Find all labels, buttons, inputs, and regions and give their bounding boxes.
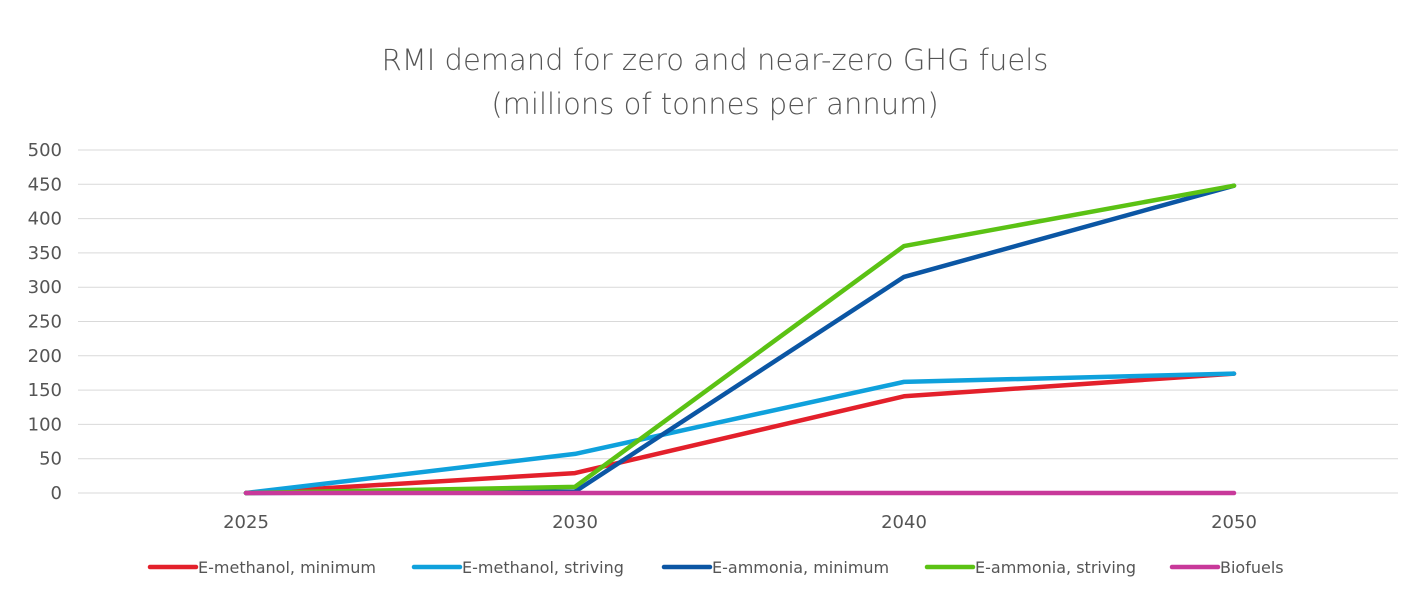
legend-label: E-methanol, striving xyxy=(462,558,624,577)
y-tick-label: 350 xyxy=(28,243,62,264)
y-tick-label: 150 xyxy=(28,380,62,401)
gridlines xyxy=(78,149,1398,494)
x-tick-label: 2030 xyxy=(552,512,598,533)
series-line-e-ammonia-minimum xyxy=(243,183,1237,496)
y-tick-label: 250 xyxy=(28,312,62,333)
y-tick-label: 500 xyxy=(28,140,62,161)
legend-label: E-methanol, minimum xyxy=(198,558,376,577)
series-line-e-ammonia-striving xyxy=(243,183,1237,496)
series-line-e-methanol-minimum xyxy=(243,371,1237,496)
legend-item-e-methanol-striving: E-methanol, striving xyxy=(411,558,624,577)
y-tick-label: 450 xyxy=(28,174,62,195)
series-lines xyxy=(243,183,1237,496)
x-tick-label: 2040 xyxy=(881,512,927,533)
series-line-e-methanol-striving xyxy=(243,371,1237,496)
x-tick-label: 2050 xyxy=(1211,512,1257,533)
legend-label: E-ammonia, striving xyxy=(975,558,1136,577)
y-tick-label: 300 xyxy=(28,277,62,298)
y-tick-label: 200 xyxy=(28,346,62,367)
y-tick-label: 100 xyxy=(28,414,62,435)
legend-label: Biofuels xyxy=(1220,558,1284,577)
x-axis-ticks: 2025 2030 2040 2050 xyxy=(223,512,1257,533)
legend-label: E-ammonia, minimum xyxy=(712,558,889,577)
legend-item-e-ammonia-striving: E-ammonia, striving xyxy=(924,558,1136,577)
chart-title: RMI demand for zero and near-zero GHG fu… xyxy=(382,43,1049,77)
y-tick-label: 0 xyxy=(51,483,62,504)
x-tick-label: 2025 xyxy=(223,512,269,533)
y-tick-label: 50 xyxy=(39,449,62,470)
y-axis-ticks: 0 50 100 150 200 250 300 350 400 450 500 xyxy=(28,140,62,504)
chart-subtitle: (millions of tonnes per annum) xyxy=(491,87,938,121)
legend: E-methanol, minimum E-methanol, striving E… xyxy=(147,558,1284,577)
legend-item-e-ammonia-minimum: E-ammonia, minimum xyxy=(661,558,889,577)
legend-item-biofuels: Biofuels xyxy=(1169,558,1284,577)
legend-item-e-methanol-minimum: E-methanol, minimum xyxy=(147,558,376,577)
y-tick-label: 400 xyxy=(28,209,62,230)
